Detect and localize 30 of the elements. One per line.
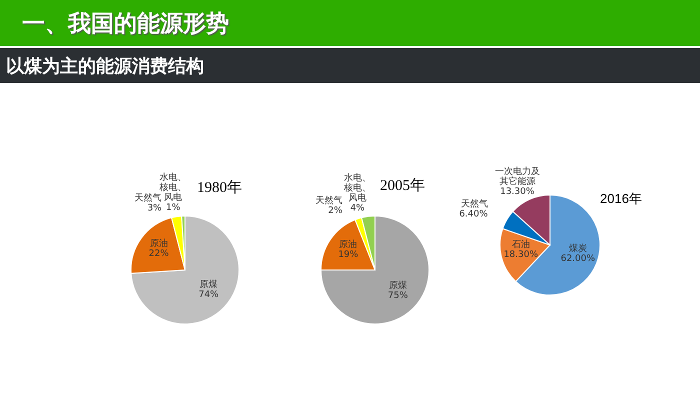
- data-label: 18.30%: [504, 250, 538, 260]
- data-label: 4%: [350, 203, 366, 214]
- slice-label: 天然气: [134, 192, 162, 204]
- data-label: 6.40%: [459, 209, 488, 220]
- slice-label: 水电、核电、风电: [342, 172, 371, 204]
- data-label: 2%: [328, 206, 343, 216]
- slice-label: 原油: [150, 238, 168, 249]
- slice-label: 天然气: [460, 198, 488, 210]
- data-label: 3%: [147, 204, 162, 214]
- text: 2016年: [600, 190, 642, 208]
- data-label: 75%: [388, 290, 408, 301]
- text: 一、我国的能源形势: [22, 10, 229, 39]
- text: 1980年: [197, 179, 242, 197]
- slice-label: 石油: [512, 239, 530, 250]
- slice-label: 煤炭: [568, 243, 587, 254]
- pie-slice: [320, 216, 430, 324]
- pie-slice: [130, 216, 240, 324]
- chart-title: 2005年: [380, 177, 425, 195]
- data-label: 13.30%: [500, 186, 535, 197]
- data-label: 62.00%: [560, 254, 596, 264]
- data-label: 1%: [166, 203, 181, 214]
- slice-label: 一次电力及其它能源: [494, 166, 540, 187]
- data-label: 22%: [148, 248, 170, 259]
- chart-subtitle: 以煤为主的能源消费结构: [6, 55, 204, 78]
- slice-label: 原煤: [200, 279, 218, 290]
- slice-label: 原油: [339, 238, 358, 250]
- slice-label: 天然气: [315, 194, 342, 206]
- data-label: 19%: [338, 250, 359, 260]
- slice-label: 原煤: [388, 280, 407, 291]
- data-label: 74%: [198, 290, 220, 300]
